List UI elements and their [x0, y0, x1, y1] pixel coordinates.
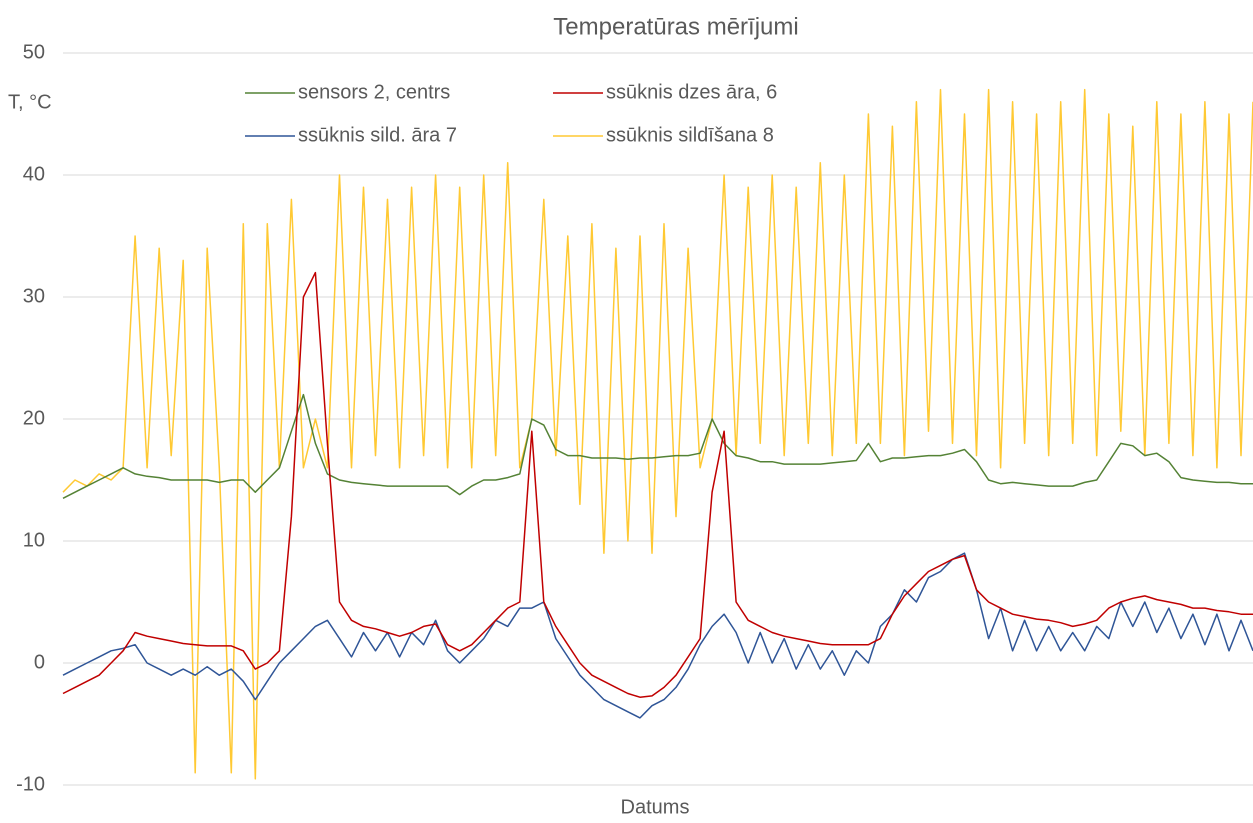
series-line: [62, 552, 1253, 719]
y-tick-label: 20: [23, 407, 45, 429]
plot-area: [62, 88, 1253, 780]
y-tick-label: 50: [23, 41, 45, 63]
y-tick-label: 0: [34, 651, 45, 673]
legend: sensors 2, centrs ssūknis dzes āra, 6 ssūk…: [245, 81, 777, 146]
chart-title: Temperatūras mērījumi: [553, 13, 798, 40]
x-axis-title: Datums: [621, 796, 690, 818]
y-tick-label: 40: [23, 163, 45, 185]
grid: -10 0 10 20 30 40 50: [16, 41, 1253, 795]
y-tick-label: 30: [23, 285, 45, 307]
y-tick-label: 10: [23, 529, 45, 551]
y-axis-title: T, °C: [8, 91, 52, 113]
legend-label: sensors 2, centrs: [298, 81, 450, 103]
legend-label: ssūknis sild. āra 7: [298, 124, 457, 146]
y-tick-label: -10: [16, 773, 45, 795]
series-line: [62, 393, 1253, 499]
series-line: [62, 271, 1253, 698]
legend-label: ssūknis sildīšana 8: [606, 124, 774, 146]
legend-label: ssūknis dzes āra, 6: [606, 81, 777, 103]
series-line: [62, 88, 1253, 780]
